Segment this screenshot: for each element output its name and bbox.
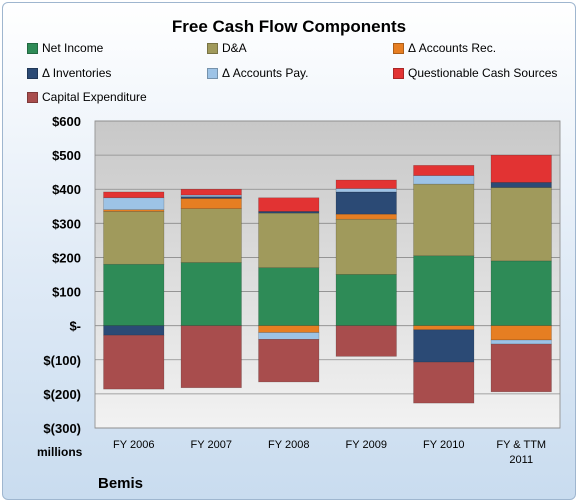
- legend-label: Δ Accounts Pay.: [222, 66, 309, 80]
- bar-segment: [103, 211, 165, 265]
- bar-segment: [103, 334, 165, 390]
- x-tick-label: FY 2008: [268, 439, 309, 451]
- bar-segment: [413, 175, 475, 185]
- units-label: millions: [37, 445, 83, 459]
- bar-segment: [180, 325, 242, 389]
- bar-segment: [490, 187, 552, 262]
- bar-segment: [335, 218, 397, 275]
- y-tick-label: $100: [52, 285, 81, 300]
- bar-segment: [258, 212, 320, 268]
- company-name: Bemis: [98, 475, 144, 492]
- bar-segment: [413, 329, 475, 363]
- bar-segment: [258, 339, 320, 383]
- bar-segment: [335, 179, 397, 189]
- y-tick-label: $300: [52, 216, 81, 231]
- legend-label: Δ Inventories: [42, 66, 112, 80]
- bar-segment: [413, 325, 475, 331]
- legend-swatch: [207, 42, 218, 54]
- legend-swatch: [393, 42, 404, 54]
- bar-segment: [413, 183, 475, 257]
- bar-segment: [490, 325, 552, 341]
- y-tick-label: $(300): [43, 421, 81, 436]
- legend-item-accounts-pay: Δ Accounts Pay.: [207, 66, 309, 80]
- bar-segment: [180, 198, 242, 209]
- legend-label: Net Income: [42, 41, 104, 55]
- bar-segment: [335, 274, 397, 326]
- y-tick-label: $400: [52, 182, 81, 197]
- x-tick-label: FY 2010: [423, 439, 464, 451]
- legend-item-net-income: Net Income: [27, 41, 103, 55]
- x-tick-label: FY & TTM: [496, 439, 546, 451]
- x-tick-label: 2011: [509, 454, 533, 466]
- bar-segment: [258, 325, 320, 333]
- bar-segment: [413, 165, 475, 176]
- legend-item-inventories: Δ Inventories: [27, 66, 111, 80]
- x-tick-label: FY 2009: [346, 439, 387, 451]
- bar-segment: [490, 339, 552, 345]
- x-tick-label: FY 2007: [191, 439, 232, 451]
- legend-item-accounts-rec: Δ Accounts Rec.: [393, 41, 496, 55]
- legend-label: D&A: [222, 41, 247, 55]
- x-tick-label: FY 2006: [113, 439, 154, 451]
- bar-segment: [180, 188, 242, 196]
- bar-segment: [103, 197, 165, 210]
- y-tick-label: $(200): [43, 387, 81, 402]
- bar-segment: [103, 263, 165, 326]
- legend-swatch: [207, 67, 218, 79]
- legend-item-da: D&A: [207, 41, 247, 55]
- plot-area: [94, 120, 561, 429]
- bar-segment: [413, 361, 475, 404]
- bar-segment: [335, 188, 397, 193]
- bar-segment: [335, 191, 397, 215]
- legend-item-capex: Capital Expenditure: [27, 90, 147, 104]
- bar-segment: [258, 197, 320, 212]
- legend-swatch: [27, 91, 38, 103]
- legend-label: Questionable Cash Sources: [408, 66, 558, 80]
- bar-segment: [490, 260, 552, 326]
- legend-swatch: [27, 42, 38, 54]
- y-tick-label: $500: [52, 148, 81, 163]
- y-tick-label: $-: [69, 319, 81, 334]
- bar-segment: [335, 325, 397, 357]
- bar-segment: [103, 191, 165, 199]
- legend-label: Capital Expenditure: [42, 90, 147, 104]
- y-tick-label: $(100): [43, 353, 81, 368]
- bar-segment: [180, 208, 242, 263]
- bar-segment: [490, 154, 552, 183]
- y-tick-label: $200: [52, 250, 81, 265]
- bar-segment: [258, 267, 320, 326]
- legend-swatch: [27, 67, 38, 79]
- bar-segment: [335, 213, 397, 220]
- bar-segment: [180, 262, 242, 326]
- y-tick-label: $600: [52, 114, 81, 129]
- bar-segment: [103, 325, 165, 336]
- legend-swatch: [393, 67, 404, 79]
- bar-segment: [413, 255, 475, 326]
- bar-segment: [258, 332, 320, 340]
- bar-segment: [490, 343, 552, 393]
- legend-item-questionable-cash: Questionable Cash Sources: [393, 66, 557, 80]
- chart-title: Free Cash Flow Components: [171, 17, 407, 36]
- bar-segment: [490, 182, 552, 188]
- chart-plot: $600 $500 $400 $300 $200 $100 $- $(100) $(200) $(…: [43, 114, 561, 466]
- legend-label: Δ Accounts Rec.: [408, 41, 497, 55]
